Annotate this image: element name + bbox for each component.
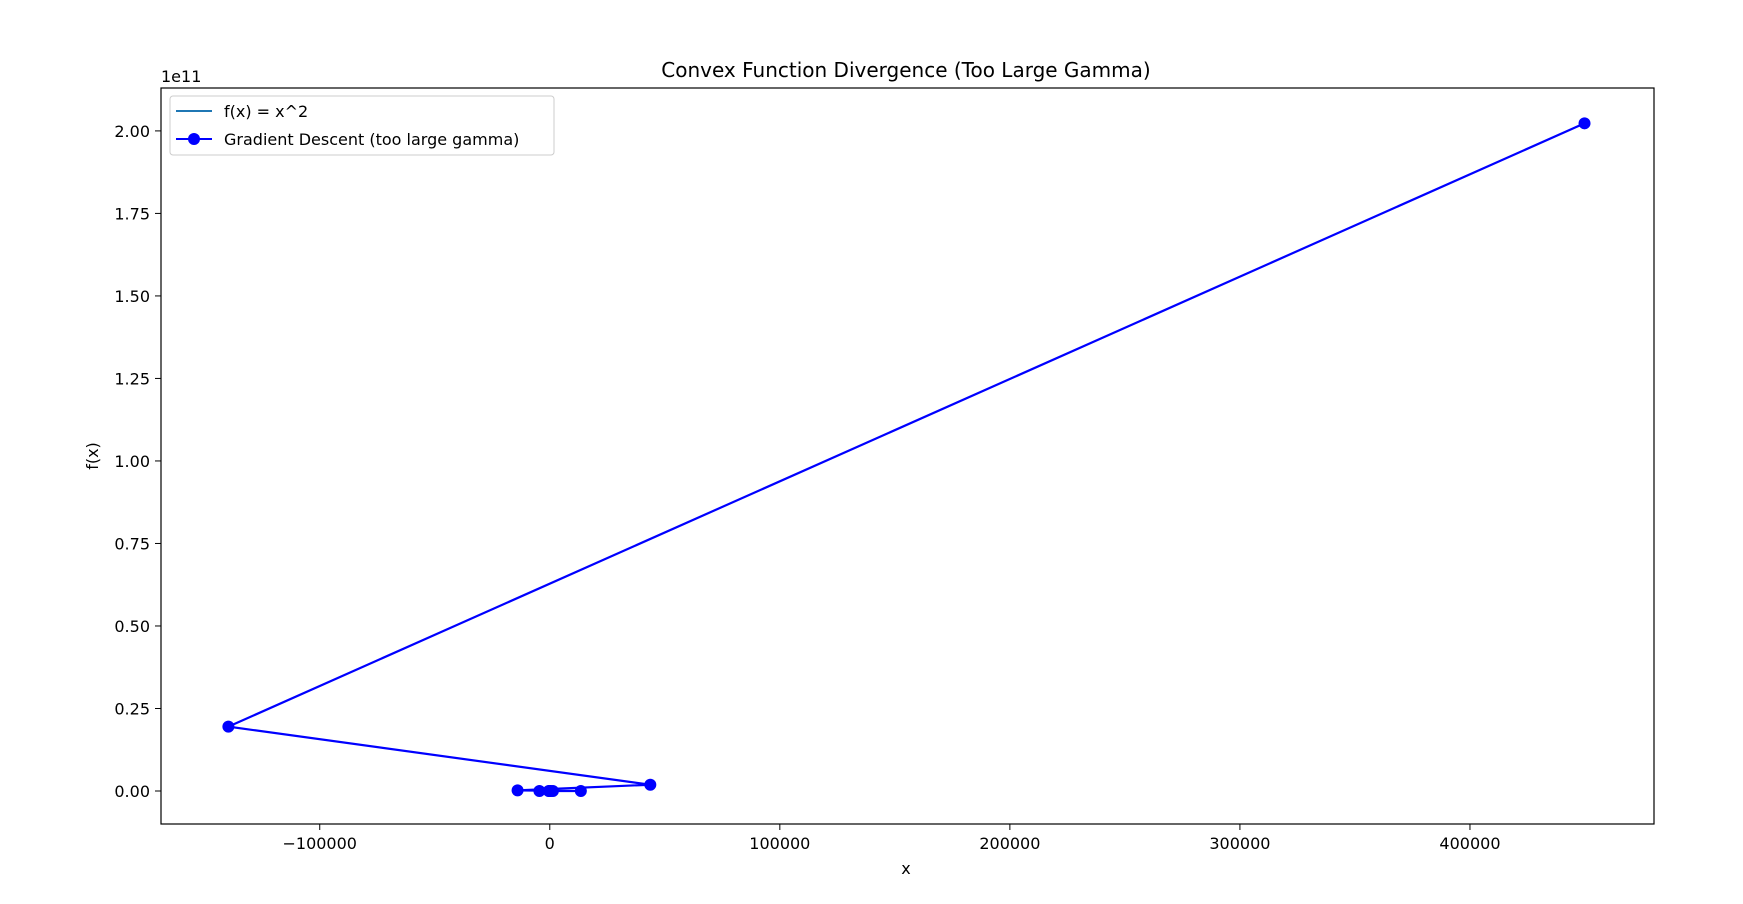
data-point <box>533 784 546 797</box>
legend-label-descent: Gradient Descent (too large gamma) <box>224 130 519 149</box>
y-tick-label: 0.75 <box>114 534 150 553</box>
data-point <box>511 784 524 797</box>
x-tick-label: 100000 <box>749 834 810 853</box>
y-tick-label: 1.00 <box>114 452 150 471</box>
x-tick-label: −100000 <box>282 834 356 853</box>
chart-title: Convex Function Divergence (Too Large Ga… <box>661 58 1150 82</box>
x-tick-label: 200000 <box>979 834 1040 853</box>
legend-label-curve: f(x) = x^2 <box>224 102 308 121</box>
y-tick-label: 1.75 <box>114 204 150 223</box>
legend-frame <box>169 95 555 156</box>
data-point <box>644 778 657 791</box>
data-point <box>222 720 235 733</box>
legend: f(x) = x^2 Gradient Descent (too large g… <box>169 95 555 156</box>
y-axis-ticks: 0.00 0.25 0.50 0.75 1.00 1.25 1.50 1.75 2.00 <box>114 122 161 801</box>
y-tick-label: 1.25 <box>114 369 150 388</box>
y-tick-label: 0.50 <box>114 617 150 636</box>
y-tick-label: 1.50 <box>114 287 150 306</box>
data-point <box>546 784 559 797</box>
y-axis-label: f(x) <box>83 442 102 470</box>
y-tick-label: 2.00 <box>114 122 150 141</box>
plot-area <box>222 117 1591 797</box>
y-tick-label: 0.00 <box>114 782 150 801</box>
legend-marker-descent <box>188 133 200 145</box>
x-axis-label: x <box>901 859 910 878</box>
y-tick-label: 0.25 <box>114 699 150 718</box>
y-axis-offset-label: 1e11 <box>161 67 201 86</box>
x-tick-label: 300000 <box>1209 834 1270 853</box>
x-tick-label: 0 <box>545 834 555 853</box>
x-axis-ticks: −100000 0 100000 200000 300000 400000 <box>282 824 1501 853</box>
data-point <box>1578 117 1591 130</box>
x-tick-label: 400000 <box>1439 834 1500 853</box>
plot-frame <box>160 87 1655 825</box>
data-point <box>574 784 587 797</box>
